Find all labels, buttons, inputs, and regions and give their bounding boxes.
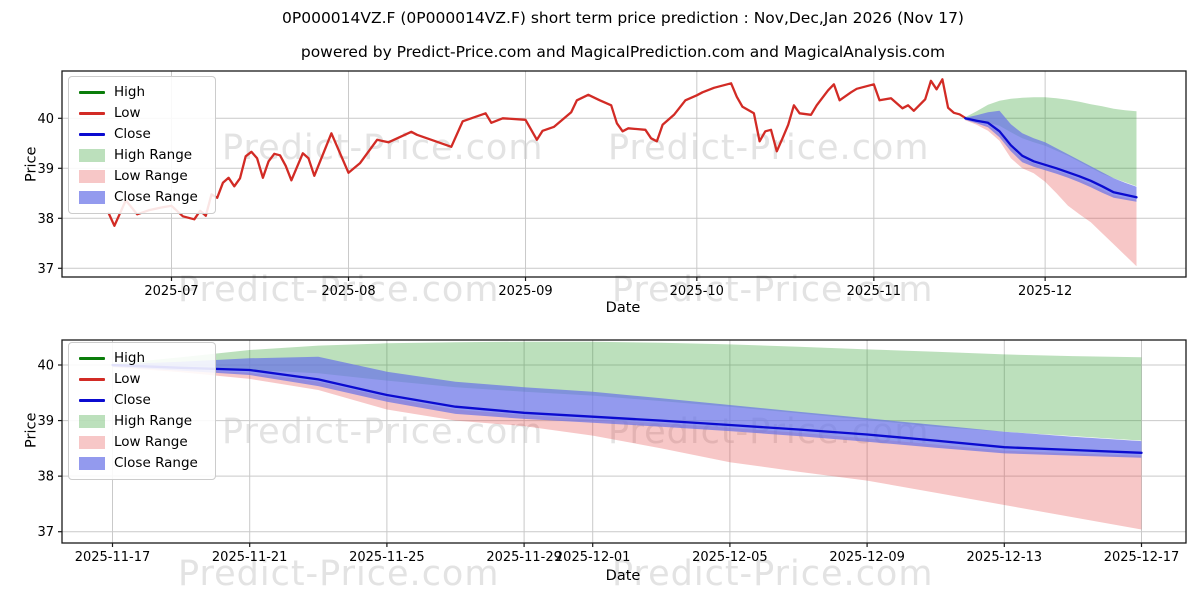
y-tick-label: 38 <box>37 212 54 227</box>
legend-item-low: Low <box>79 105 205 122</box>
legend-item-low-range: Low Range <box>79 434 205 451</box>
low-history-line <box>107 78 967 227</box>
top-chart-legend: High Low Close High Range Low Range Close Ran… <box>68 76 216 214</box>
y-tick-label: 38 <box>37 470 54 485</box>
legend-item-high-range: High Range <box>79 413 205 430</box>
legend-label: Close Range <box>114 455 198 471</box>
close-prediction-line <box>111 363 1143 454</box>
legend-patch-swatch <box>79 191 105 204</box>
watermark-text: Predict-Price.com <box>222 128 544 168</box>
x-tick-label: 2025-07 <box>144 284 198 299</box>
legend-item-close: Close <box>79 392 205 409</box>
legend-line-swatch <box>79 133 105 136</box>
x-tick-label: 2025-12-17 <box>1104 550 1180 565</box>
legend-line-swatch <box>79 357 105 360</box>
axes-border <box>61 339 1187 544</box>
close-range-band <box>112 356 1142 458</box>
x-tick-label: 2025-08 <box>321 284 375 299</box>
legend-item-close-range: Close Range <box>79 189 205 206</box>
figure-title: 0P000014VZ.F (0P000014VZ.F) short term p… <box>282 9 964 27</box>
x-tick-label: 2025-12-05 <box>692 550 768 565</box>
legend-label: Low <box>114 371 141 387</box>
legend-patch-swatch <box>79 170 105 183</box>
legend-item-high-range: High Range <box>79 147 205 164</box>
top-chart: 37 38 39 40 2025-07 2025-08 2025-09 2025-10 2025… <box>37 70 1187 299</box>
watermark-text: Predict-Price.com <box>612 554 934 594</box>
legend-label: High <box>114 350 146 366</box>
close-range-band <box>965 110 1137 202</box>
legend-line-swatch <box>79 112 105 115</box>
legend-item-close: Close <box>79 126 205 143</box>
x-tick-label: 2025-10 <box>670 284 724 299</box>
top-date-axis-label: Date <box>605 300 641 316</box>
x-tick-label: 2025-11-29 <box>486 550 562 565</box>
legend-line-swatch <box>79 378 105 381</box>
high-range-band <box>965 97 1137 187</box>
watermark-text: Predict-Price.com <box>608 128 930 168</box>
legend-patch-swatch <box>79 436 105 449</box>
x-tick-label: 2025-12 <box>1018 284 1072 299</box>
legend-patch-swatch <box>79 149 105 162</box>
figure-subtitle: powered by Predict-Price.com and Magical… <box>300 43 946 61</box>
legend-item-high: High <box>79 350 205 367</box>
legend-patch-swatch <box>79 415 105 428</box>
bottom-chart-legend: High Low Close High Range Low Range Close Ran… <box>68 342 216 480</box>
y-tick-label: 37 <box>37 262 54 277</box>
legend-label: Close <box>114 392 151 408</box>
high-range-band <box>112 341 1142 441</box>
legend-item-low: Low <box>79 371 205 388</box>
watermark-text: Predict-Price.com <box>178 554 500 594</box>
axes-border <box>61 70 1187 278</box>
legend-line-swatch <box>79 399 105 402</box>
close-prediction-line <box>964 117 1138 199</box>
x-tick-label: 2025-09 <box>498 284 552 299</box>
legend-label: Low <box>114 105 141 121</box>
bottom-chart: 37 38 39 40 2025-11-17 2025-11-21 2025-11-25 20… <box>37 339 1187 565</box>
legend-item-low-range: Low Range <box>79 168 205 185</box>
x-tick-label: 2025-12-09 <box>829 550 905 565</box>
y-tick-label: 39 <box>37 162 54 177</box>
x-tick-label: 2025-11-21 <box>212 550 288 565</box>
legend-item-high: High <box>79 84 205 101</box>
y-tick-label: 40 <box>37 359 54 374</box>
legend-label: High Range <box>114 147 193 163</box>
legend-item-close-range: Close Range <box>79 455 205 472</box>
x-tick-label: 2025-11-25 <box>349 550 425 565</box>
y-tick-label: 40 <box>37 112 54 127</box>
legend-label: High <box>114 84 146 100</box>
y-tick-label: 39 <box>37 414 54 429</box>
x-tick-label: 2025-12-13 <box>967 550 1043 565</box>
legend-label: High Range <box>114 413 193 429</box>
bottom-price-axis-label: Price <box>23 412 40 448</box>
legend-label: Close <box>114 126 151 142</box>
legend-label: Low Range <box>114 168 188 184</box>
y-tick-label: 37 <box>37 525 54 540</box>
legend-label: Close Range <box>114 189 198 205</box>
legend-label: Low Range <box>114 434 188 450</box>
x-tick-label: 2025-12-01 <box>555 550 631 565</box>
bottom-date-axis-label: Date <box>605 568 641 584</box>
watermark-text: Predict-Price.com <box>222 412 544 452</box>
x-tick-label: 2025-11 <box>847 284 901 299</box>
x-tick-label: 2025-11-17 <box>75 550 151 565</box>
legend-line-swatch <box>79 91 105 94</box>
legend-patch-swatch <box>79 457 105 470</box>
top-price-axis-label: Price <box>23 146 40 182</box>
